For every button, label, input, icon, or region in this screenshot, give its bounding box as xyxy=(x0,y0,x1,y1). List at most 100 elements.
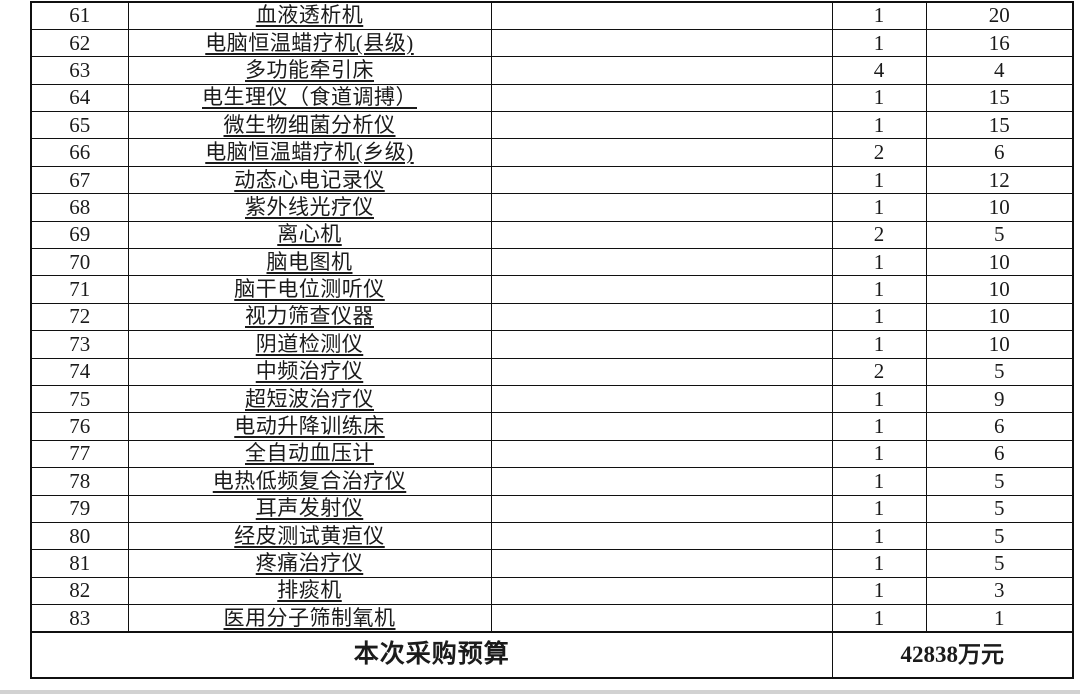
row-number-cell: 77 xyxy=(30,439,129,469)
budget-cell: 10 xyxy=(925,330,1074,359)
budget-cell: 6 xyxy=(925,439,1074,469)
row-number-cell: 78 xyxy=(30,467,129,496)
remark-cell xyxy=(490,83,833,113)
quantity-cell: 2 xyxy=(831,138,927,167)
table-row: 71 脑干电位测听仪 1 10 xyxy=(30,275,1074,304)
budget-cell: 5 xyxy=(925,549,1074,578)
equipment-name-cell: 中频治疗仪 xyxy=(127,357,492,386)
row-number-cell: 73 xyxy=(30,330,129,359)
row-number-cell: 82 xyxy=(30,576,129,606)
equipment-name-cell: 耳声发射仪 xyxy=(127,494,492,523)
budget-cell: 10 xyxy=(925,275,1074,304)
budget-cell: 6 xyxy=(925,138,1074,167)
budget-cell: 5 xyxy=(925,467,1074,496)
remark-cell xyxy=(490,220,833,250)
quantity-cell: 1 xyxy=(831,576,927,606)
row-number-cell: 74 xyxy=(30,357,129,386)
remark-cell xyxy=(490,521,833,551)
row-number-cell: 67 xyxy=(30,165,129,195)
quantity-cell: 1 xyxy=(831,521,927,551)
equipment-name-cell: 电生理仪（食道调搏） xyxy=(127,83,492,113)
equipment-name-cell: 动态心电记录仪 xyxy=(127,165,492,195)
budget-total-row: 本次采购预算 42838万元 xyxy=(30,630,1074,679)
equipment-name-cell: 脑干电位测听仪 xyxy=(127,275,492,304)
quantity-cell: 1 xyxy=(831,467,927,496)
budget-cell: 5 xyxy=(925,220,1074,250)
row-number-cell: 65 xyxy=(30,111,129,140)
budget-cell: 1 xyxy=(925,604,1074,633)
equipment-name-cell: 电动升降训练床 xyxy=(127,412,492,441)
quantity-cell: 4 xyxy=(831,56,927,85)
table-row: 82 排痰机 1 3 xyxy=(30,576,1074,606)
budget-total-label: 本次采购预算 xyxy=(30,630,833,679)
budget-cell: 6 xyxy=(925,412,1074,441)
table-row: 70 脑电图机 1 10 xyxy=(30,248,1074,277)
remark-cell xyxy=(490,56,833,85)
budget-cell: 15 xyxy=(925,111,1074,140)
remark-cell xyxy=(490,193,833,222)
row-number-cell: 63 xyxy=(30,56,129,85)
row-number-cell: 71 xyxy=(30,275,129,304)
row-number-cell: 83 xyxy=(30,604,129,633)
table-row: 66 电脑恒温蜡疗机(乡级) 2 6 xyxy=(30,138,1074,167)
remark-cell xyxy=(490,302,833,332)
remark-cell xyxy=(490,1,833,30)
remark-cell xyxy=(490,439,833,469)
equipment-name-cell: 脑电图机 xyxy=(127,248,492,277)
row-number-cell: 75 xyxy=(30,384,129,414)
quantity-cell: 1 xyxy=(831,330,927,359)
remark-cell xyxy=(490,28,833,58)
remark-cell xyxy=(490,165,833,195)
remark-cell xyxy=(490,330,833,359)
quantity-cell: 1 xyxy=(831,1,927,30)
quantity-cell: 1 xyxy=(831,83,927,113)
row-number-cell: 61 xyxy=(30,1,129,30)
quantity-cell: 1 xyxy=(831,604,927,633)
budget-cell: 10 xyxy=(925,248,1074,277)
quantity-cell: 1 xyxy=(831,193,927,222)
table-footer: 本次采购预算 42838万元 xyxy=(30,630,1074,679)
remark-cell xyxy=(490,357,833,386)
quantity-cell: 1 xyxy=(831,111,927,140)
remark-cell xyxy=(490,604,833,633)
remark-cell xyxy=(490,248,833,277)
table-row: 80 经皮测试黄疸仪 1 5 xyxy=(30,521,1074,551)
table-row: 62 电脑恒温蜡疗机(县级) 1 16 xyxy=(30,28,1074,58)
table-row: 81 疼痛治疗仪 1 5 xyxy=(30,549,1074,578)
quantity-cell: 1 xyxy=(831,439,927,469)
remark-cell xyxy=(490,549,833,578)
table-row: 63 多功能牵引床 4 4 xyxy=(30,56,1074,85)
table-row: 72 视力筛查仪器 1 10 xyxy=(30,302,1074,332)
quantity-cell: 1 xyxy=(831,302,927,332)
remark-cell xyxy=(490,576,833,606)
table-row: 74 中频治疗仪 2 5 xyxy=(30,357,1074,386)
budget-total-value: 42838万元 xyxy=(831,630,1074,679)
table-row: 64 电生理仪（食道调搏） 1 15 xyxy=(30,83,1074,113)
table-row: 76 电动升降训练床 1 6 xyxy=(30,412,1074,441)
budget-cell: 4 xyxy=(925,56,1074,85)
remark-cell xyxy=(490,138,833,167)
budget-cell: 16 xyxy=(925,28,1074,58)
quantity-cell: 2 xyxy=(831,220,927,250)
budget-cell: 10 xyxy=(925,302,1074,332)
equipment-name-cell: 电脑恒温蜡疗机(乡级) xyxy=(127,138,492,167)
budget-cell: 5 xyxy=(925,494,1074,523)
quantity-cell: 1 xyxy=(831,494,927,523)
quantity-cell: 1 xyxy=(831,28,927,58)
budget-cell: 15 xyxy=(925,83,1074,113)
table-row: 65 微生物细菌分析仪 1 15 xyxy=(30,111,1074,140)
equipment-name-cell: 阴道检测仪 xyxy=(127,330,492,359)
remark-cell xyxy=(490,275,833,304)
budget-cell: 9 xyxy=(925,384,1074,414)
table-row: 78 电热低频复合治疗仪 1 5 xyxy=(30,467,1074,496)
row-number-cell: 68 xyxy=(30,193,129,222)
equipment-name-cell: 疼痛治疗仪 xyxy=(127,549,492,578)
row-number-cell: 70 xyxy=(30,248,129,277)
row-number-cell: 79 xyxy=(30,494,129,523)
row-number-cell: 76 xyxy=(30,412,129,441)
row-number-cell: 64 xyxy=(30,83,129,113)
equipment-name-cell: 视力筛查仪器 xyxy=(127,302,492,332)
equipment-name-cell: 离心机 xyxy=(127,220,492,250)
table-row: 73 阴道检测仪 1 10 xyxy=(30,330,1074,359)
quantity-cell: 1 xyxy=(831,384,927,414)
